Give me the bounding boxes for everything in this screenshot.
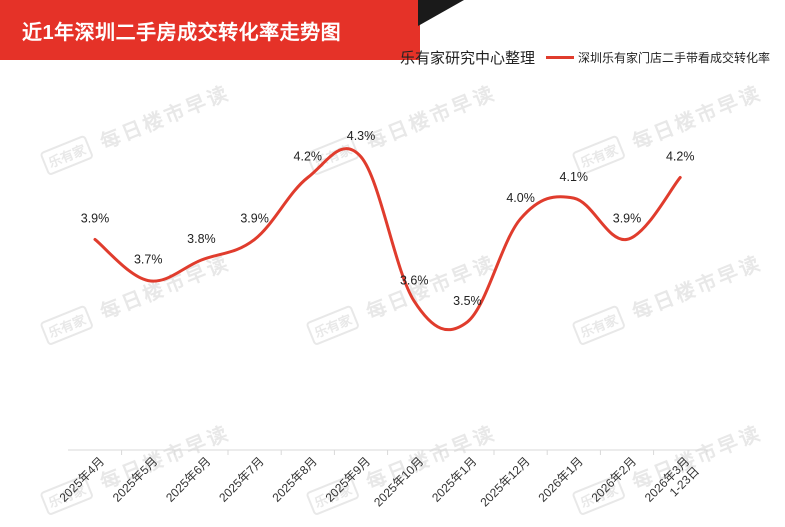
legend-line-swatch <box>546 56 574 59</box>
data-label: 4.1% <box>560 170 589 184</box>
x-tick-label: 2025年1月 <box>429 454 479 504</box>
x-axis-labels: 2025年4月 2025年5月 2025年6月 2025年7月 2025年8月 2025年… <box>57 454 702 514</box>
data-label: 4.3% <box>347 129 376 143</box>
data-label: 4.2% <box>666 150 695 164</box>
data-label: 3.9% <box>81 211 110 225</box>
x-tick-label: 2026年1月 <box>535 454 585 504</box>
chart-title: 近1年深圳二手房成交转化率走势图 <box>22 22 342 44</box>
data-points <box>95 157 680 322</box>
banner-corner-decoration <box>418 0 464 26</box>
x-tick-label: 2025年4月 <box>57 454 107 504</box>
title-banner: 近1年深圳二手房成交转化率走势图 <box>0 0 420 60</box>
data-label: 3.7% <box>134 253 163 267</box>
series-line <box>93 147 682 332</box>
x-tick-label: 2025年6月 <box>163 454 213 504</box>
legend: 深圳乐有家门店二手带看成交转化率 <box>546 49 770 66</box>
data-label: 3.6% <box>400 273 429 287</box>
x-axis-ticks <box>121 450 708 455</box>
data-label: 3.8% <box>187 232 216 246</box>
data-label: 4.2% <box>294 150 323 164</box>
x-tick-label: 2025年8月 <box>269 454 319 504</box>
x-tick-label: 2026年3月1-23日 <box>642 454 702 514</box>
x-tick-label: 2025年7月 <box>216 454 266 504</box>
data-label: 4.0% <box>506 191 535 205</box>
legend-series-label: 深圳乐有家门店二手带看成交转化率 <box>578 51 771 65</box>
x-tick-label: 2025年12月 <box>478 454 533 509</box>
data-labels: 3.9% 3.7% 3.8% 3.9% 4.2% 4.3% 3.6% 3.5% 4.0% 4.1%… <box>81 129 695 308</box>
data-label: 3.5% <box>453 294 482 308</box>
x-tick-label: 2025年10月 <box>371 454 426 509</box>
source-label: 乐有家研究中心整理 <box>400 50 536 67</box>
data-label: 3.9% <box>613 211 642 225</box>
data-label: 3.9% <box>240 211 269 225</box>
x-tick-label: 2025年5月 <box>110 454 160 504</box>
x-tick-label: 2025年9月 <box>323 454 373 504</box>
x-tick-label: 2026年2月 <box>589 454 639 504</box>
